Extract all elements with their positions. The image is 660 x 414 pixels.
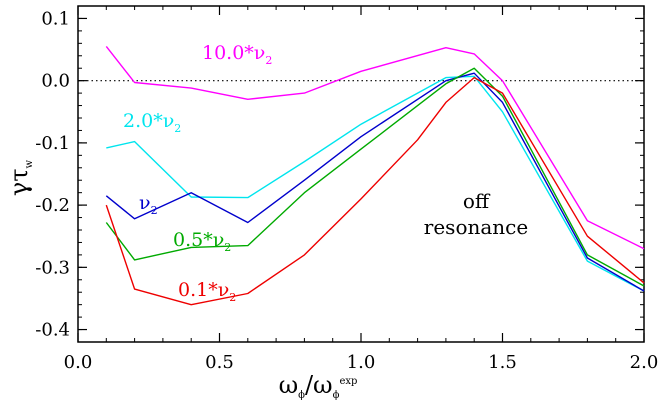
axis-ticks <box>77 5 645 343</box>
x-tick-labels: 0.0 0.5 1.0 1.5 2.0 <box>64 352 659 373</box>
x-tick-label: 0.0 <box>64 352 93 373</box>
series-label-0-1nu2: 0.1*ν2 <box>178 279 236 304</box>
series-line-0 <box>105 45 645 250</box>
series-line-2 <box>105 72 645 292</box>
x-tick-label: 1.5 <box>488 352 517 373</box>
series-lines <box>105 45 645 306</box>
series-label-10nu2: 10.0*ν2 <box>202 42 272 67</box>
series-line-1 <box>106 75 645 292</box>
annotation-resonance: resonance <box>424 215 528 239</box>
x-axis-title: ωϕ/ωϕexp <box>279 371 358 401</box>
series-label-2nu2: 2.0*ν2 <box>123 110 181 135</box>
y-tick-label: -0.2 <box>35 195 70 216</box>
y-tick-labels: 0.1 0.0 -0.1 -0.2 -0.3 -0.4 <box>35 8 70 340</box>
series-line-4 <box>105 76 645 306</box>
y-tick-label: 0.0 <box>41 71 70 92</box>
x-tick-label: 1.0 <box>347 352 376 373</box>
series-line-3 <box>105 67 645 287</box>
x-tick-label: 2.0 <box>630 352 659 373</box>
y-tick-label: -0.4 <box>35 320 70 341</box>
y-axis-title: γτw <box>5 159 35 196</box>
series-label-nu2: ν2 <box>139 192 158 217</box>
annotation-off: off <box>463 189 491 213</box>
y-tick-label: -0.1 <box>35 133 70 154</box>
series-label-0-5nu2: 0.5*ν2 <box>173 229 231 254</box>
x-tick-label: 0.5 <box>205 352 234 373</box>
y-tick-label: -0.3 <box>35 257 70 278</box>
y-tick-label: 0.1 <box>41 8 70 29</box>
